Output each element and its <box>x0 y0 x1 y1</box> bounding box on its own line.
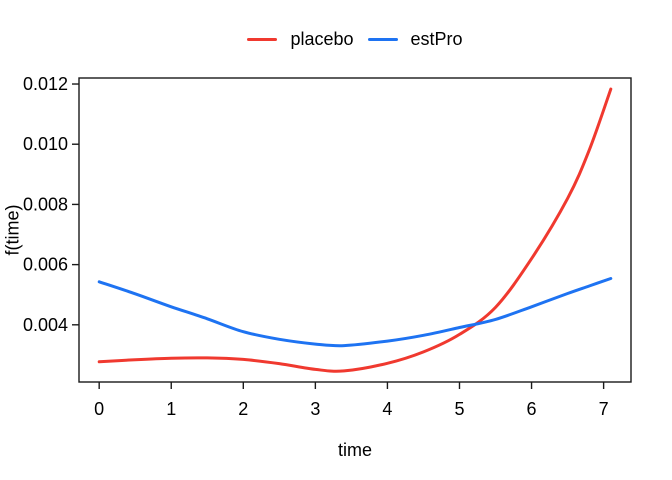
x-tick-label: 2 <box>238 399 248 419</box>
y-tick-label: 0.004 <box>23 315 68 335</box>
x-tick-label: 1 <box>166 399 176 419</box>
legend-label-placebo: placebo <box>290 29 354 49</box>
y-tick-label: 0.010 <box>23 134 68 154</box>
x-tick-label: 7 <box>599 399 609 419</box>
estPro-curve <box>97 277 613 348</box>
y-axis-title: f(time) <box>2 204 23 256</box>
placebo-line-swatch <box>247 38 278 41</box>
chart-legend: placebo estPro <box>79 29 631 50</box>
y-tick-label: 0.006 <box>23 255 68 275</box>
x-tick-label: 3 <box>310 399 320 419</box>
x-axis-title: time <box>337 440 372 460</box>
plot-box <box>78 77 632 383</box>
y-tick-label: 0.008 <box>23 194 68 214</box>
legend-item-estpro: estPro <box>367 29 463 50</box>
estpro-line-swatch <box>367 38 398 41</box>
y-tick-label: 0.012 <box>23 74 68 94</box>
x-tick-label: 4 <box>382 399 392 419</box>
placebo-curve <box>97 87 613 373</box>
x-tick-label: 5 <box>454 399 464 419</box>
legend-item-placebo: placebo <box>247 29 354 50</box>
legend-label-estpro: estPro <box>410 29 463 49</box>
x-tick-label: 6 <box>527 399 537 419</box>
x-tick-label: 0 <box>94 399 104 419</box>
